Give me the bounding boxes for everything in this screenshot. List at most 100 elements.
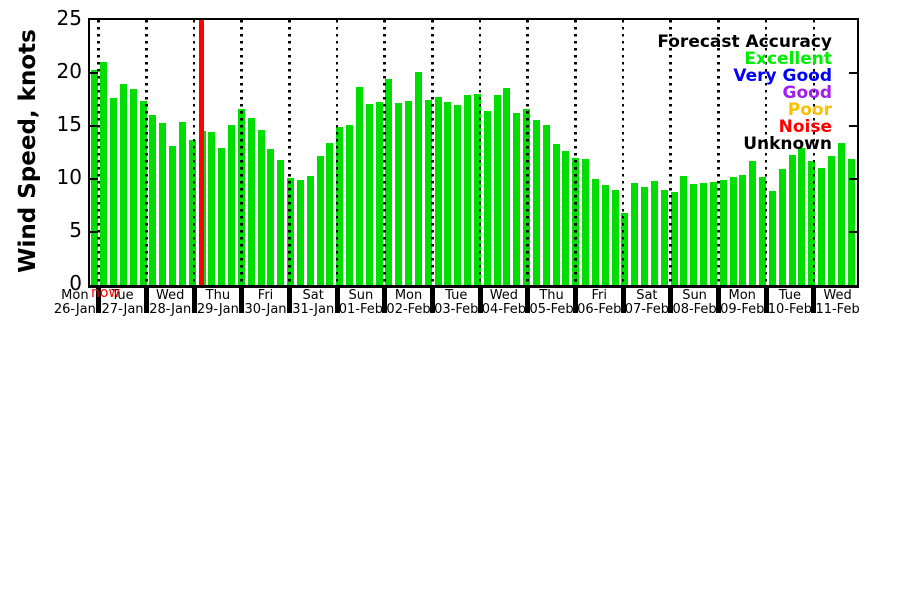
day-label: Fri 30-Jan (231, 289, 301, 317)
day-label: Tue 10-Feb (755, 289, 825, 317)
wind-speed-bar (100, 62, 108, 285)
wind-speed-bar (287, 177, 295, 285)
wind-speed-bar (316, 155, 324, 285)
wind-speed-bar (228, 124, 236, 285)
wind-speed-bar (139, 100, 147, 285)
day-name: Sat (636, 288, 658, 303)
day-gridline (240, 20, 243, 285)
day-label: Wed 11-Feb (803, 289, 873, 317)
y-axis-title: Wind Speed, knots (15, 29, 41, 273)
wind-speed-bar (355, 86, 363, 285)
day-date: 29-Jan (196, 302, 239, 317)
day-date: 10-Feb (767, 302, 813, 317)
day-date: 06-Feb (577, 302, 622, 317)
wind-speed-bar (631, 183, 639, 285)
day-name: Tue (111, 288, 134, 303)
day-separator-tick (811, 286, 817, 313)
day-label: Sat 31-Jan (278, 289, 348, 317)
day-date: 30-Jan (244, 302, 287, 317)
day-gridline (764, 20, 768, 285)
wind-speed-bar (424, 99, 432, 285)
wind-speed-bar (493, 95, 501, 285)
day-gridline (335, 20, 339, 285)
day-date: 04-Feb (481, 302, 527, 317)
wind-speed-bar (513, 113, 521, 285)
now-label: now (91, 285, 120, 301)
day-separator-tick (286, 286, 292, 313)
wind-speed-bar (660, 189, 668, 285)
day-date: 07-Feb (624, 302, 670, 317)
wind-speed-bar (700, 183, 708, 285)
wind-speed-bar (650, 181, 658, 285)
y-tick-label: 0 (69, 271, 82, 295)
wind-speed-bar (582, 158, 590, 285)
day-name: Wed (823, 288, 852, 303)
wind-speed-bar (149, 115, 157, 285)
day-separator-tick (525, 286, 531, 313)
day-label: Sun 08-Feb (660, 289, 730, 317)
wind-speed-bar (739, 174, 747, 285)
day-separator-tick (239, 286, 245, 313)
wind-speed-bar (690, 184, 698, 285)
day-gridline (526, 20, 529, 285)
wind-speed-bar (680, 175, 688, 285)
day-label: Thu 05-Feb (517, 289, 587, 317)
wind-speed-bar (454, 104, 462, 285)
day-separator-tick (96, 286, 102, 313)
day-name: Wed (156, 288, 185, 303)
day-date: 05-Feb (529, 302, 574, 317)
wind-speed-bar (296, 180, 304, 285)
day-separator-tick (143, 286, 149, 313)
wind-speed-bar (414, 71, 422, 285)
day-label: Mon 02-Feb (374, 289, 444, 317)
day-gridline (383, 20, 386, 285)
wind-speed-bar (119, 83, 127, 285)
y-tick-mark-right (849, 177, 857, 181)
day-separator-tick (715, 286, 721, 313)
day-date: 01-Feb (338, 302, 383, 317)
day-name: Sun (682, 288, 707, 303)
wind-speed-bar (483, 111, 491, 285)
day-date: 08-Feb (672, 302, 717, 317)
day-date: 09-Feb (720, 302, 765, 317)
day-label: Fri 06-Feb (564, 289, 634, 317)
y-tick-mark-right (849, 124, 857, 128)
wind-speed-bar (670, 191, 678, 285)
day-gridline (669, 20, 672, 285)
day-label: Wed 04-Feb (469, 289, 539, 317)
legend-entry: Very Good (733, 66, 832, 86)
day-date: 26-Jan (53, 302, 96, 317)
wind-speed-bar (464, 95, 472, 285)
wind-speed-bar (719, 180, 727, 285)
wind-speed-bar (208, 132, 216, 285)
y-tick-mark-left (90, 124, 98, 128)
wind-speed-bar (247, 117, 255, 285)
wind-speed-bar (759, 176, 767, 285)
wind-speed-bar (188, 139, 196, 285)
day-separator-tick (572, 286, 578, 313)
wind-speed-bar (641, 187, 649, 285)
y-tick-mark-right (849, 230, 857, 234)
day-separator-tick (334, 286, 340, 313)
day-label: Mon 26-Jan (40, 289, 110, 317)
day-label: Wed 28-Jan (135, 289, 205, 317)
day-separator-tick (191, 286, 197, 313)
wind-speed-bar (444, 101, 452, 285)
wind-speed-bar (336, 127, 344, 285)
day-date: 02-Feb (386, 302, 431, 317)
wind-speed-bar (729, 176, 737, 285)
now-line (199, 20, 204, 285)
day-label: Tue 27-Jan (88, 289, 158, 317)
y-tick-label: 25 (56, 6, 82, 30)
wind-speed-bar (837, 142, 845, 285)
day-separator-tick (620, 286, 626, 313)
day-label: Thu 29-Jan (183, 289, 253, 317)
wind-speed-bar (621, 212, 629, 285)
day-separator-tick (429, 286, 435, 313)
day-gridline (812, 20, 815, 285)
day-name: Thu (205, 288, 231, 303)
day-name: Fri (257, 288, 274, 303)
legend-entry: Excellent (744, 49, 832, 69)
day-gridline (717, 20, 720, 285)
